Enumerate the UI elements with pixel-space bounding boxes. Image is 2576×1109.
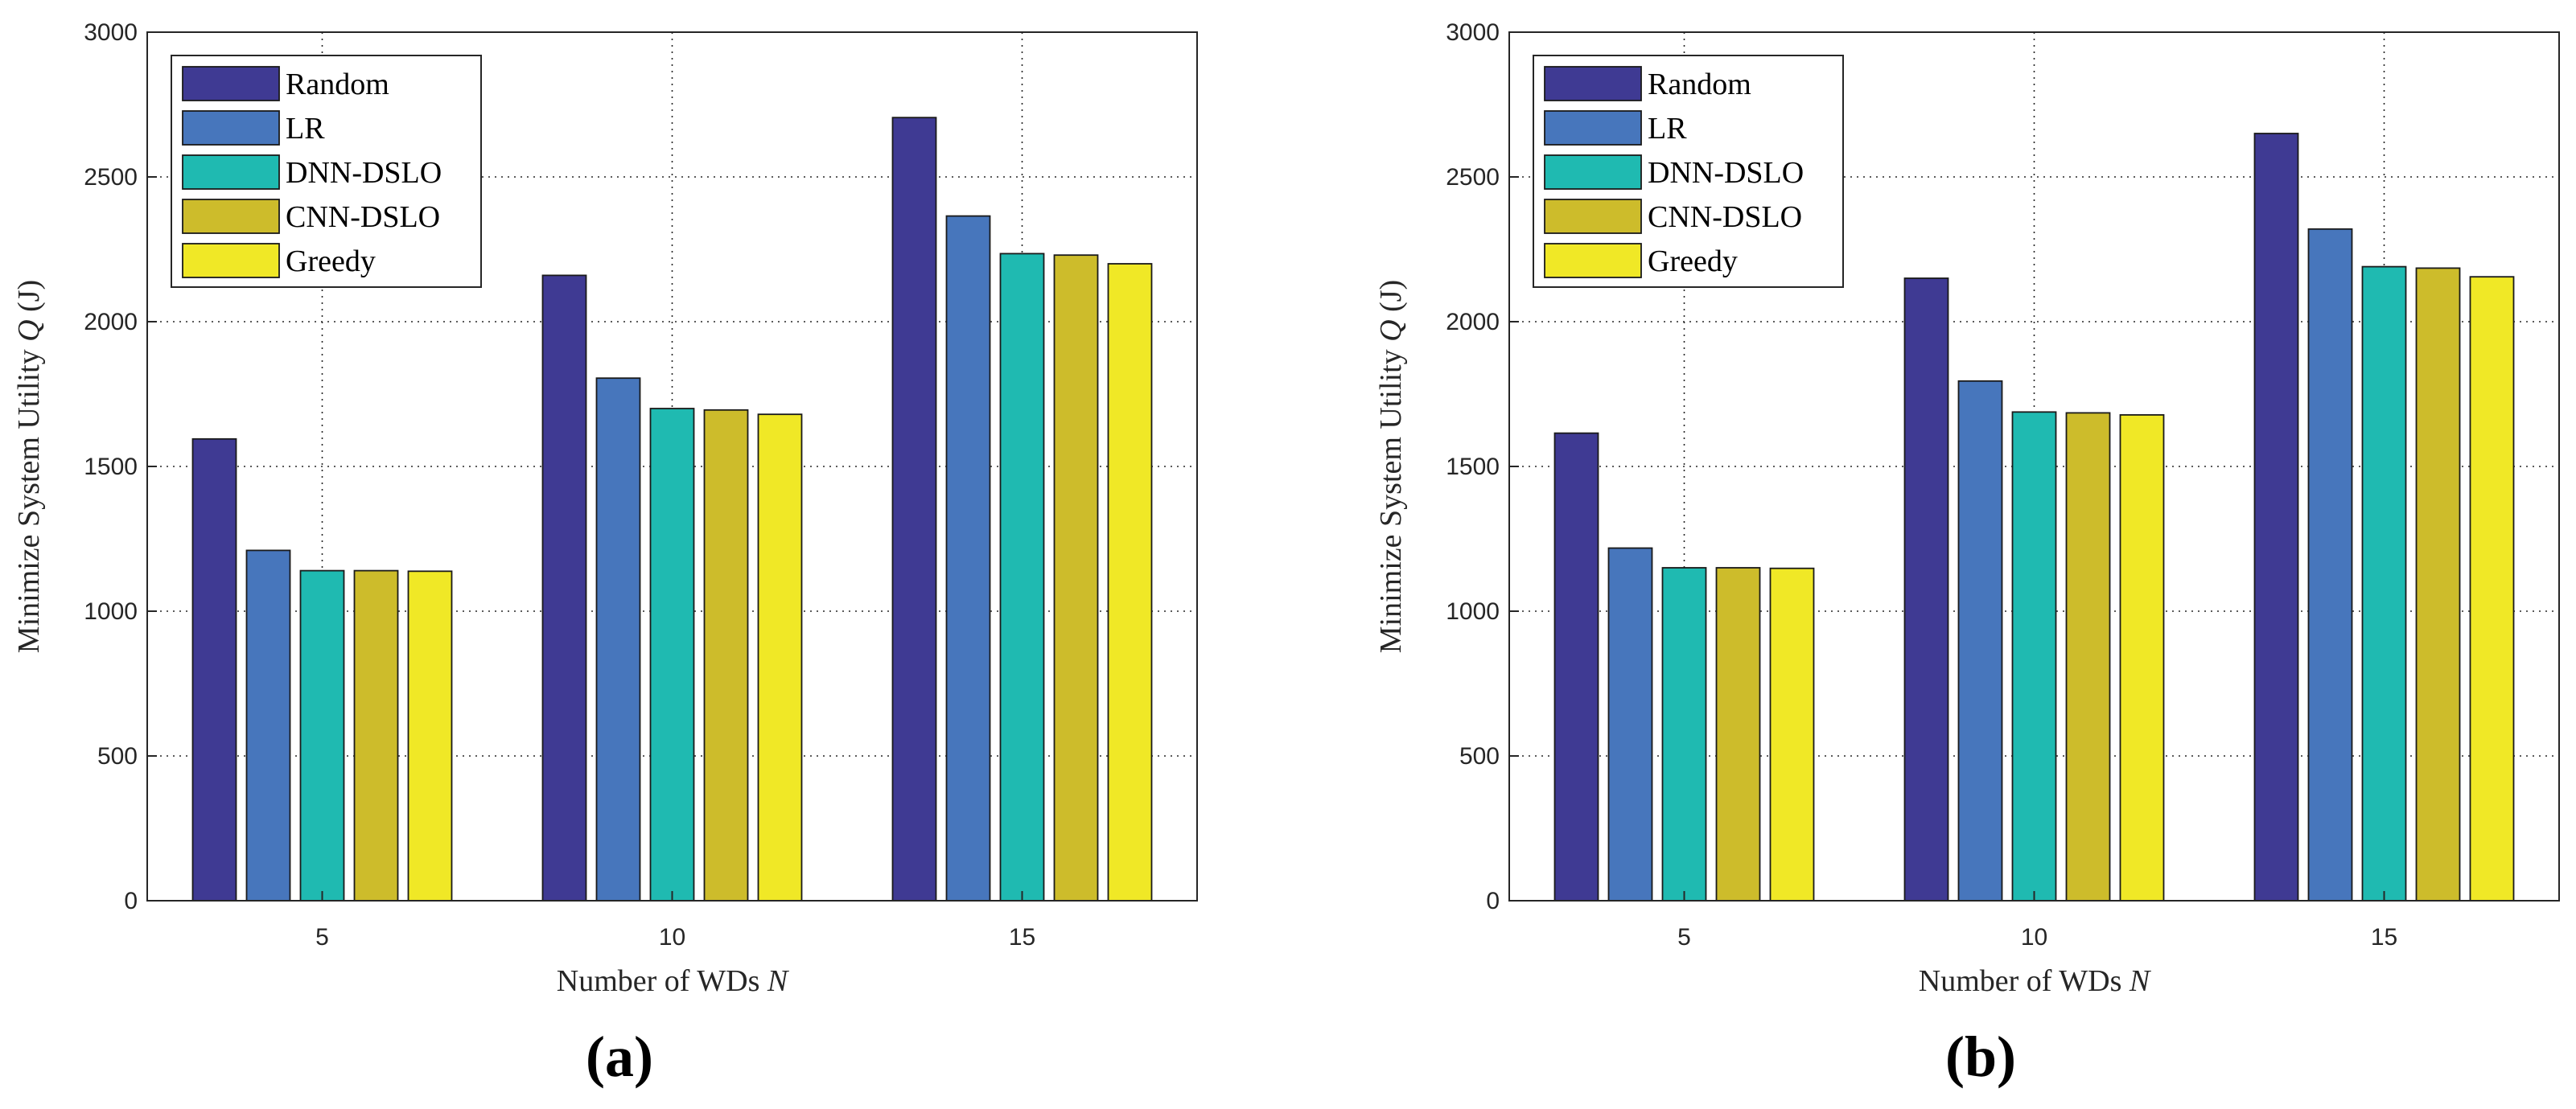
legend: Random LR DNN-DSLO CNN-DSLO Greedy <box>171 55 482 288</box>
x-axis-label-text: Number of WDs <box>1919 964 2130 998</box>
bar-cnn-dslo-5 <box>353 569 399 902</box>
y-tick-label: 0 <box>124 888 138 914</box>
bar-cnn-dslo-5 <box>1715 567 1761 902</box>
legend-entry: LR <box>286 112 325 146</box>
bar-cnn-dslo-10 <box>703 409 749 902</box>
bar-dnn-dslo-10 <box>2011 411 2057 902</box>
bar-random-5 <box>1553 432 1599 902</box>
y-tick-label: 3000 <box>1446 19 1500 46</box>
x-axis-label-symbol: N <box>767 964 790 998</box>
legend-entry: Random <box>1648 68 1751 101</box>
x-axis-label-text: Number of WDs <box>557 964 767 998</box>
y-tick-label: 0 <box>1486 888 1500 914</box>
legend-swatch <box>1544 66 1642 101</box>
y-axis-label-symbol: Q <box>1374 312 1408 342</box>
legend-swatch <box>182 66 280 101</box>
legend-entry: LR <box>1648 112 1687 146</box>
bar-dnn-dslo-5 <box>1661 567 1707 902</box>
bar-random-15 <box>891 117 937 902</box>
bar-lr-5 <box>245 549 291 902</box>
legend-entry: Greedy <box>1648 244 1738 278</box>
x-axis-label-symbol: N <box>2129 964 2152 998</box>
bar-cnn-dslo-10 <box>2065 412 2111 902</box>
bar-lr-5 <box>1607 547 1653 902</box>
legend: Random LR DNN-DSLO CNN-DSLO Greedy <box>1533 55 1844 288</box>
y-tick-label: 500 <box>1459 743 1500 770</box>
legend-entry: CNN-DSLO <box>286 200 440 234</box>
y-tick-label: 500 <box>97 743 138 770</box>
y-tick-label: 1000 <box>84 598 138 625</box>
x-tick-label: 5 <box>315 924 329 951</box>
bar-greedy-10 <box>2119 414 2165 902</box>
legend-swatch <box>1544 243 1642 278</box>
legend-entry: Greedy <box>286 244 376 278</box>
bar-random-5 <box>191 437 237 902</box>
legend-entry: CNN-DSLO <box>1648 200 1802 234</box>
legend-swatch <box>1544 154 1642 190</box>
y-tick-label: 1500 <box>1446 454 1500 480</box>
y-tick-label: 2500 <box>84 164 138 191</box>
x-axis-label: Number of WDs N <box>1919 964 2152 998</box>
legend-swatch <box>1544 199 1642 234</box>
y-axis-label: Minimize System Utility Q (J) <box>12 280 46 653</box>
bar-greedy-5 <box>407 570 453 902</box>
y-axis-label: Minimize System Utility Q (J) <box>1374 280 1408 653</box>
legend-swatch <box>1544 110 1642 146</box>
legend-swatch <box>182 154 280 190</box>
legend-swatch <box>182 110 280 146</box>
axes-frame <box>146 31 1198 902</box>
x-tick-label: 15 <box>1009 924 1035 951</box>
y-axis-label-unit: (J) <box>1374 280 1408 312</box>
legend-swatch <box>182 199 280 234</box>
bar-lr-10 <box>595 377 641 902</box>
y-tick-label: 1000 <box>1446 598 1500 625</box>
bar-dnn-dslo-15 <box>999 253 1045 902</box>
y-tick-label: 2000 <box>84 309 138 335</box>
chart-panel-1: 0 500 1000 1500 2000 2500 3000 5 10 15 Number of W… <box>12 19 1198 1089</box>
bar-greedy-15 <box>1107 263 1153 902</box>
x-tick-label: 5 <box>1677 924 1691 951</box>
y-axis-label-text: Minimize System Utility <box>12 342 46 653</box>
x-tick-label: 10 <box>659 924 685 951</box>
x-tick-label: 15 <box>2371 924 2397 951</box>
legend-entry: DNN-DSLO <box>1648 156 1804 190</box>
bar-random-15 <box>2253 133 2299 902</box>
bar-greedy-15 <box>2469 276 2515 902</box>
bar-lr-15 <box>2307 228 2353 902</box>
y-tick-label: 2500 <box>1446 164 1500 191</box>
y-tick-label: 1500 <box>84 454 138 480</box>
bar-lr-15 <box>945 215 991 902</box>
panel-label: (b) <box>1945 1025 2016 1089</box>
bar-cnn-dslo-15 <box>1053 254 1099 902</box>
x-axis-label: Number of WDs N <box>557 964 790 998</box>
bar-dnn-dslo-15 <box>2361 265 2407 902</box>
axes-frame <box>1508 31 2560 902</box>
bar-lr-10 <box>1957 380 2003 902</box>
y-axis-label-unit: (J) <box>12 280 46 312</box>
bar-cnn-dslo-15 <box>2415 267 2461 902</box>
bar-greedy-5 <box>1769 567 1815 902</box>
y-tick-label: 2000 <box>1446 309 1500 335</box>
y-axis-label-symbol: Q <box>12 312 46 342</box>
legend-entry: Random <box>286 68 389 101</box>
chart-panel-2: 0 500 1000 1500 2000 2500 3000 5 10 15 Number of W… <box>1374 19 2560 1089</box>
x-tick-label: 10 <box>2021 924 2047 951</box>
bar-random-10 <box>541 274 587 902</box>
panel-label: (a) <box>586 1025 653 1089</box>
y-axis-label-text: Minimize System Utility <box>1374 342 1408 653</box>
y-tick-label: 3000 <box>84 19 138 46</box>
bar-dnn-dslo-5 <box>299 569 345 902</box>
bar-greedy-10 <box>757 413 803 902</box>
legend-swatch <box>182 243 280 278</box>
bar-random-10 <box>1903 277 1949 902</box>
bar-dnn-dslo-10 <box>649 408 695 902</box>
legend-entry: DNN-DSLO <box>286 156 442 190</box>
